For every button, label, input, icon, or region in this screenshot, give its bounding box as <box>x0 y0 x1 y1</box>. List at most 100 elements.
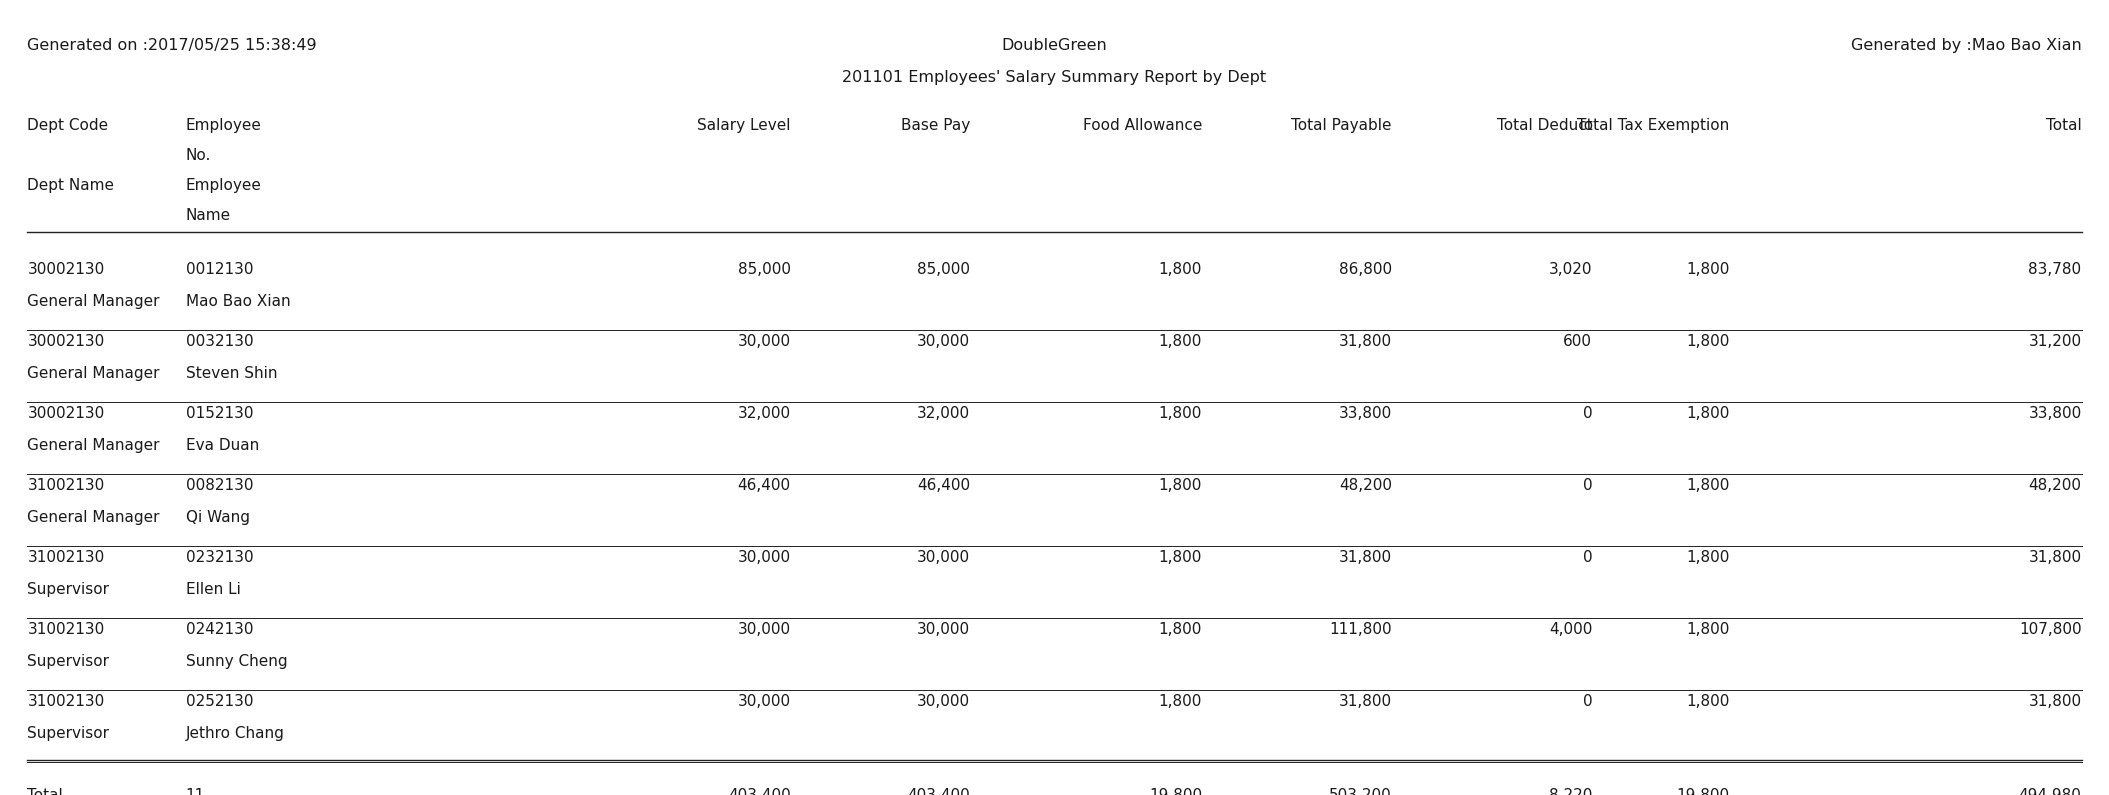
Text: 31,800: 31,800 <box>2029 550 2082 565</box>
Text: No.: No. <box>186 148 211 163</box>
Text: 31,800: 31,800 <box>2029 694 2082 709</box>
Text: 1,800: 1,800 <box>1158 622 1202 637</box>
Text: 86,800: 86,800 <box>1339 262 1392 277</box>
Text: 494,980: 494,980 <box>2018 788 2082 795</box>
Text: Eva Duan: Eva Duan <box>186 438 259 453</box>
Text: 1,800: 1,800 <box>1685 406 1729 421</box>
Text: 0: 0 <box>1582 550 1592 565</box>
Text: 1,800: 1,800 <box>1685 478 1729 493</box>
Text: 403,400: 403,400 <box>728 788 791 795</box>
Text: 32,000: 32,000 <box>917 406 970 421</box>
Text: 32,000: 32,000 <box>738 406 791 421</box>
Text: 31002130: 31002130 <box>27 622 105 637</box>
Text: 30,000: 30,000 <box>917 622 970 637</box>
Text: 30002130: 30002130 <box>27 262 105 277</box>
Text: 503,200: 503,200 <box>1329 788 1392 795</box>
Text: 1,800: 1,800 <box>1158 334 1202 349</box>
Text: 31002130: 31002130 <box>27 694 105 709</box>
Text: 111,800: 111,800 <box>1329 622 1392 637</box>
Text: Dept Name: Dept Name <box>27 178 114 193</box>
Text: General Manager: General Manager <box>27 438 160 453</box>
Text: 403,400: 403,400 <box>907 788 970 795</box>
Text: 85,000: 85,000 <box>917 262 970 277</box>
Text: DoubleGreen: DoubleGreen <box>1002 38 1107 53</box>
Text: Ellen Li: Ellen Li <box>186 582 240 597</box>
Text: 31,800: 31,800 <box>1339 334 1392 349</box>
Text: Employee: Employee <box>186 178 262 193</box>
Text: 30,000: 30,000 <box>917 694 970 709</box>
Text: Generated on :2017/05/25 15:38:49: Generated on :2017/05/25 15:38:49 <box>27 38 316 53</box>
Text: Generated by :Mao Bao Xian: Generated by :Mao Bao Xian <box>1852 38 2082 53</box>
Text: 201101 Employees' Salary Summary Report by Dept: 201101 Employees' Salary Summary Report … <box>841 70 1268 85</box>
Text: Dept Code: Dept Code <box>27 118 108 133</box>
Text: 0232130: 0232130 <box>186 550 253 565</box>
Text: 48,200: 48,200 <box>1339 478 1392 493</box>
Text: 3,020: 3,020 <box>1548 262 1592 277</box>
Text: 600: 600 <box>1563 334 1592 349</box>
Text: Sunny Cheng: Sunny Cheng <box>186 654 287 669</box>
Text: 8,220: 8,220 <box>1548 788 1592 795</box>
Text: Supervisor: Supervisor <box>27 654 110 669</box>
Text: 83,780: 83,780 <box>2029 262 2082 277</box>
Text: Total Tax Exemption: Total Tax Exemption <box>1578 118 1729 133</box>
Text: 1,800: 1,800 <box>1685 334 1729 349</box>
Text: 1,800: 1,800 <box>1685 550 1729 565</box>
Text: 1,800: 1,800 <box>1158 550 1202 565</box>
Text: 1,800: 1,800 <box>1685 262 1729 277</box>
Text: Name: Name <box>186 208 230 223</box>
Text: 30,000: 30,000 <box>738 334 791 349</box>
Text: 4,000: 4,000 <box>1548 622 1592 637</box>
Text: 46,400: 46,400 <box>738 478 791 493</box>
Text: Qi Wang: Qi Wang <box>186 510 249 525</box>
Text: 30,000: 30,000 <box>917 334 970 349</box>
Text: 11: 11 <box>186 788 205 795</box>
Text: 0242130: 0242130 <box>186 622 253 637</box>
Text: 19,800: 19,800 <box>1677 788 1729 795</box>
Text: 31,800: 31,800 <box>1339 694 1392 709</box>
Text: 33,800: 33,800 <box>1339 406 1392 421</box>
Text: Steven Shin: Steven Shin <box>186 366 276 381</box>
Text: 30,000: 30,000 <box>738 622 791 637</box>
Text: General Manager: General Manager <box>27 366 160 381</box>
Text: 31002130: 31002130 <box>27 478 105 493</box>
Text: Supervisor: Supervisor <box>27 726 110 741</box>
Text: 1,800: 1,800 <box>1158 262 1202 277</box>
Text: 31,800: 31,800 <box>1339 550 1392 565</box>
Text: Jethro Chang: Jethro Chang <box>186 726 285 741</box>
Text: 0: 0 <box>1582 406 1592 421</box>
Text: 0082130: 0082130 <box>186 478 253 493</box>
Text: 0152130: 0152130 <box>186 406 253 421</box>
Text: 31002130: 31002130 <box>27 550 105 565</box>
Text: 85,000: 85,000 <box>738 262 791 277</box>
Text: Total: Total <box>2046 118 2082 133</box>
Text: 19,800: 19,800 <box>1149 788 1202 795</box>
Text: Mao Bao Xian: Mao Bao Xian <box>186 294 291 309</box>
Text: 30002130: 30002130 <box>27 406 105 421</box>
Text: 1,800: 1,800 <box>1158 478 1202 493</box>
Text: 30002130: 30002130 <box>27 334 105 349</box>
Text: 31,200: 31,200 <box>2029 334 2082 349</box>
Text: General Manager: General Manager <box>27 294 160 309</box>
Text: 1,800: 1,800 <box>1158 694 1202 709</box>
Text: 0012130: 0012130 <box>186 262 253 277</box>
Text: 0: 0 <box>1582 694 1592 709</box>
Text: 33,800: 33,800 <box>2029 406 2082 421</box>
Text: 0: 0 <box>1582 478 1592 493</box>
Text: 48,200: 48,200 <box>2029 478 2082 493</box>
Text: Total: Total <box>27 788 63 795</box>
Text: Salary Level: Salary Level <box>698 118 791 133</box>
Text: General Manager: General Manager <box>27 510 160 525</box>
Text: 0252130: 0252130 <box>186 694 253 709</box>
Text: 1,800: 1,800 <box>1158 406 1202 421</box>
Text: 30,000: 30,000 <box>738 550 791 565</box>
Text: Food Allowance: Food Allowance <box>1082 118 1202 133</box>
Text: 1,800: 1,800 <box>1685 622 1729 637</box>
Text: Total Deduct: Total Deduct <box>1497 118 1592 133</box>
Text: 1,800: 1,800 <box>1685 694 1729 709</box>
Text: 30,000: 30,000 <box>917 550 970 565</box>
Text: Total Payable: Total Payable <box>1291 118 1392 133</box>
Text: 107,800: 107,800 <box>2018 622 2082 637</box>
Text: 0032130: 0032130 <box>186 334 253 349</box>
Text: 30,000: 30,000 <box>738 694 791 709</box>
Text: Supervisor: Supervisor <box>27 582 110 597</box>
